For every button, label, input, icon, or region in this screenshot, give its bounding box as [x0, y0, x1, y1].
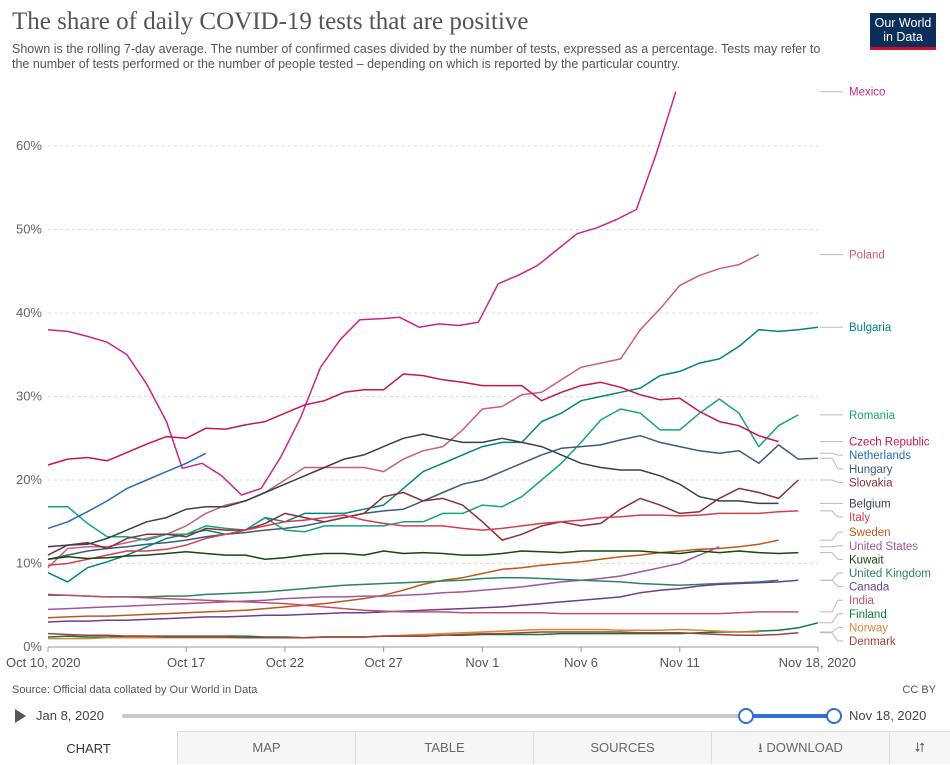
series-line-canada[interactable]: [47, 579, 799, 623]
x-tick-label: Nov 11: [660, 655, 700, 670]
legend-connector: [820, 510, 843, 518]
legend-connector: [820, 552, 843, 560]
play-icon[interactable]: [15, 709, 26, 723]
legend-label-united-kingdom[interactable]: United Kingdom: [849, 568, 931, 580]
grid-lines: [48, 145, 818, 648]
legend-connector: [820, 531, 843, 541]
legend-connector: [820, 457, 843, 470]
chart-subtitle: Shown is the rolling 7-day average. The …: [12, 42, 821, 71]
y-tick-label: 40%: [16, 305, 42, 320]
timeline-end-handle[interactable]: [826, 708, 842, 724]
legend-label-hungary[interactable]: Hungary: [849, 464, 893, 476]
legend-label-netherlands[interactable]: Netherlands: [849, 450, 911, 462]
series-line-norway[interactable]: [48, 628, 759, 640]
legend-label-czech-republic[interactable]: Czech Republic: [849, 437, 930, 449]
x-tick-label: Oct 17: [167, 655, 205, 670]
legend-label-norway[interactable]: Norway: [849, 622, 888, 634]
legend-label-finland[interactable]: Finland: [849, 609, 887, 621]
series-line-united-states[interactable]: [47, 546, 720, 611]
tab-table[interactable]: TABLE: [356, 732, 534, 764]
series-line-denmark[interactable]: [47, 631, 799, 639]
legend-connector: [820, 572, 843, 581]
legend-connector: [820, 613, 843, 624]
series-line-belgium[interactable]: [47, 433, 779, 548]
download-icon: ⭳: [758, 740, 763, 755]
y-tick-label: 0%: [23, 639, 42, 654]
legend-label-sweden[interactable]: Sweden: [849, 527, 891, 539]
source-note: Source: Official data collated by Our Wo…: [12, 684, 258, 696]
tab-map[interactable]: MAP: [178, 732, 356, 764]
legend-connector: [820, 479, 843, 483]
legend-label-mexico[interactable]: Mexico: [849, 87, 885, 99]
legend-label-romania[interactable]: Romania: [849, 410, 896, 422]
legend-connector: [820, 599, 843, 613]
x-tick-label: Nov 18, 2020: [779, 655, 856, 670]
legend-label-bulgaria[interactable]: Bulgaria: [849, 322, 892, 334]
legend-connector: [820, 545, 843, 548]
timeline-selection: [744, 714, 832, 718]
series-lines: [47, 91, 819, 640]
line-chart: 0%10%20%30%40%50%60% Oct 10, 2020 Oct 17 O…: [6, 87, 931, 670]
legend-label-belgium[interactable]: Belgium: [849, 498, 891, 510]
series-line-mexico[interactable]: [47, 91, 677, 496]
series-line-sweden[interactable]: [47, 539, 779, 619]
legend-connector: [820, 579, 843, 588]
x-tick-label: Nov 1: [465, 655, 499, 670]
logo-line-1: Our World: [874, 16, 932, 30]
x-tick-label: Oct 22: [266, 655, 304, 670]
y-tick-label: 10%: [16, 556, 42, 571]
y-axis-ticks: 0% 10% 20% 30% 40% 50% 60%: [16, 138, 42, 654]
x-tick-label: Oct 27: [364, 655, 402, 670]
tab-sources[interactable]: SOURCES: [534, 732, 712, 764]
legend-label-united-states[interactable]: United States: [849, 541, 918, 553]
series-line-romania[interactable]: [48, 398, 799, 541]
legend-label-kuwait[interactable]: Kuwait: [849, 554, 884, 566]
series-line-hungary[interactable]: [47, 434, 819, 561]
timeline-track[interactable]: [122, 708, 842, 724]
legend-label-india[interactable]: India: [849, 595, 875, 607]
license-badge[interactable]: CC BY: [902, 684, 936, 696]
x-tick-label: Nov 6: [564, 655, 598, 670]
legend-label-canada[interactable]: Canada: [849, 582, 890, 594]
series-line-kuwait[interactable]: [47, 550, 799, 561]
series-line-czech-republic[interactable]: [47, 373, 779, 466]
x-tick-label: Oct 10, 2020: [6, 655, 80, 670]
legend-connector: [820, 632, 843, 642]
series-line-united-kingdom[interactable]: [48, 576, 779, 598]
y-tick-label: 30%: [16, 389, 42, 404]
series-line-bulgaria[interactable]: [47, 326, 819, 583]
series-line-italy[interactable]: [47, 510, 799, 566]
series-line-netherlands[interactable]: [47, 452, 207, 530]
chart-title: The share of daily COVID-19 tests that a…: [12, 8, 529, 35]
legend-connector: [820, 452, 843, 456]
share-icon: ⮃: [914, 740, 926, 755]
owid-logo[interactable]: Our World in Data: [870, 13, 936, 50]
legend-connector: [820, 626, 843, 633]
timeline: Jan 8, 2020 Nov 18, 2020: [0, 700, 950, 730]
x-axis-ticks: Oct 10, 2020 Oct 17 Oct 22 Oct 27 Nov 1 Nov 6…: [6, 647, 856, 670]
tab-chart[interactable]: CHART: [0, 731, 178, 764]
logo-line-2: in Data: [883, 30, 923, 44]
y-tick-label: 20%: [16, 472, 42, 487]
tab-download-label: DOWNLOAD: [766, 740, 843, 755]
legend: Mexico Poland Bulgaria Romania Czech Republi…: [820, 87, 931, 648]
tab-download[interactable]: ⭳ DOWNLOAD: [712, 732, 890, 764]
series-line-india[interactable]: [47, 593, 799, 615]
timeline-start-label: Jan 8, 2020: [36, 708, 104, 723]
timeline-start-handle[interactable]: [738, 708, 754, 724]
y-tick-label: 60%: [16, 138, 42, 153]
legend-label-slovakia[interactable]: Slovakia: [849, 477, 893, 489]
tab-bar: CHART MAP TABLE SOURCES ⭳ DOWNLOAD ⮃: [0, 731, 950, 764]
legend-label-denmark[interactable]: Denmark: [849, 636, 896, 648]
legend-label-poland[interactable]: Poland: [849, 250, 885, 262]
timeline-end-label: Nov 18, 2020: [849, 708, 927, 723]
share-button[interactable]: ⮃: [890, 732, 950, 764]
series-line-slovakia[interactable]: [47, 479, 799, 556]
legend-label-italy[interactable]: Italy: [849, 512, 870, 524]
y-tick-label: 50%: [16, 222, 42, 237]
